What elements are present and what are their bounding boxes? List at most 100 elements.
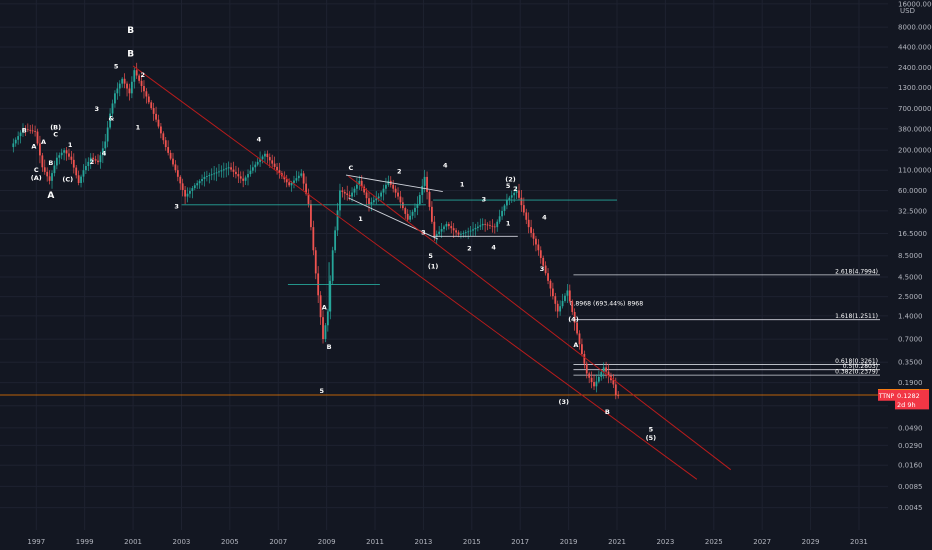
wave-label: C — [34, 166, 39, 174]
time-tick-label: 1999 — [76, 538, 94, 546]
time-tick-label: 2003 — [173, 538, 191, 546]
candle-body — [82, 170, 85, 177]
candle-body — [111, 103, 114, 114]
candle-body — [312, 227, 315, 251]
candle-body — [106, 127, 109, 142]
candle-body — [530, 227, 533, 233]
candle-body — [84, 166, 87, 171]
grid — [0, 0, 888, 530]
candle-body — [506, 200, 508, 206]
candle-body — [99, 155, 102, 163]
candle-body — [48, 176, 51, 181]
candle-body — [232, 169, 235, 172]
candle-body — [508, 197, 511, 201]
candle-body — [571, 301, 574, 312]
candle-body — [29, 129, 32, 131]
price-tick-label: 0.0160 — [898, 462, 923, 470]
candle-body — [438, 231, 441, 235]
candle-body — [256, 161, 259, 165]
fib-level-label: 1.618(1.2511) — [835, 313, 878, 320]
candle-body — [600, 372, 603, 377]
candle-body — [254, 164, 257, 168]
candle-body — [614, 384, 617, 396]
wave-label: (C) — [62, 176, 73, 184]
candle-body — [310, 203, 312, 228]
price-tag-name-bg — [878, 389, 895, 401]
candle-body — [138, 75, 141, 81]
candle-body — [162, 133, 165, 141]
candle-body — [513, 192, 516, 196]
candle-body — [568, 290, 571, 302]
candle-body — [208, 175, 211, 177]
candle-body — [326, 311, 329, 326]
price-tag-value: 0.1282 — [897, 392, 920, 400]
candle-body — [191, 188, 194, 191]
candle-body — [423, 176, 426, 186]
candle-body — [397, 192, 399, 197]
wave-label: B — [48, 159, 53, 167]
candle-body — [612, 380, 615, 385]
candle-body — [41, 155, 44, 168]
candle-body — [496, 221, 499, 228]
candle-body — [363, 186, 366, 193]
wave-label: 2 — [140, 71, 145, 79]
price-tick-label: 2.5000 — [898, 293, 923, 301]
time-tick-label: 2017 — [511, 538, 529, 546]
candle-body — [201, 179, 203, 182]
candle-body — [26, 129, 29, 131]
wave-label: 3 — [540, 265, 545, 273]
time-axis[interactable]: 1997 1999 2001 2003 2005 2007 2009 2011 2013 2015… — [0, 530, 932, 550]
candle-body — [268, 157, 271, 161]
candle-body — [227, 167, 230, 169]
wave-label: 5 — [428, 252, 433, 260]
price-tick-label: 0.0490 — [898, 424, 923, 432]
candle-body — [527, 219, 530, 228]
candle-body — [239, 176, 242, 179]
wave-label: 4 — [443, 161, 448, 169]
candle-body — [130, 81, 133, 94]
candle-body — [225, 168, 228, 170]
candle-body — [341, 190, 344, 192]
price-tick-label: 0.3500 — [898, 359, 923, 367]
candle-body — [101, 148, 104, 156]
time-axis-bg — [0, 530, 932, 550]
time-tick-label: 2029 — [802, 538, 820, 546]
candle-body — [493, 226, 496, 228]
candle-body — [472, 229, 474, 231]
price-tick-label: 4.5000 — [898, 273, 923, 281]
candle-body — [169, 152, 172, 159]
candle-body — [539, 250, 542, 258]
candle-body — [460, 233, 462, 235]
price-tick-label: 700.0000 — [898, 105, 931, 113]
candle-body — [435, 234, 438, 237]
candle-body — [486, 224, 489, 226]
candle-body — [355, 184, 358, 189]
price-tick-label: 0.0290 — [898, 442, 923, 450]
candle-body — [288, 182, 291, 186]
candle-body — [457, 232, 460, 235]
candle-body — [118, 83, 121, 89]
price-tag-value: 2d 9h — [897, 401, 916, 409]
time-tick-label: 2025 — [705, 538, 723, 546]
time-tick-label: 2027 — [753, 538, 771, 546]
candle-body — [278, 170, 281, 174]
price-tick-label: 16000.0000 — [898, 0, 932, 8]
candle-body — [261, 156, 264, 160]
candle-body — [213, 173, 216, 175]
price-tick-label: 0.0085 — [898, 483, 923, 491]
candle-body — [176, 170, 179, 177]
candle-body — [305, 183, 307, 194]
price-tick-label: 0.7000 — [898, 336, 923, 344]
candle-body — [503, 205, 506, 211]
candle-body — [147, 96, 150, 103]
candle-body — [87, 161, 90, 167]
fib-level-label: 0.618(0.3261) — [835, 358, 878, 365]
candle-body — [498, 216, 501, 222]
price-tag: TTNP 0.1282 — [878, 389, 929, 401]
candle-body — [544, 265, 547, 274]
trendline — [132, 65, 698, 480]
wave-label: A — [41, 138, 46, 146]
candle-body — [501, 210, 503, 217]
